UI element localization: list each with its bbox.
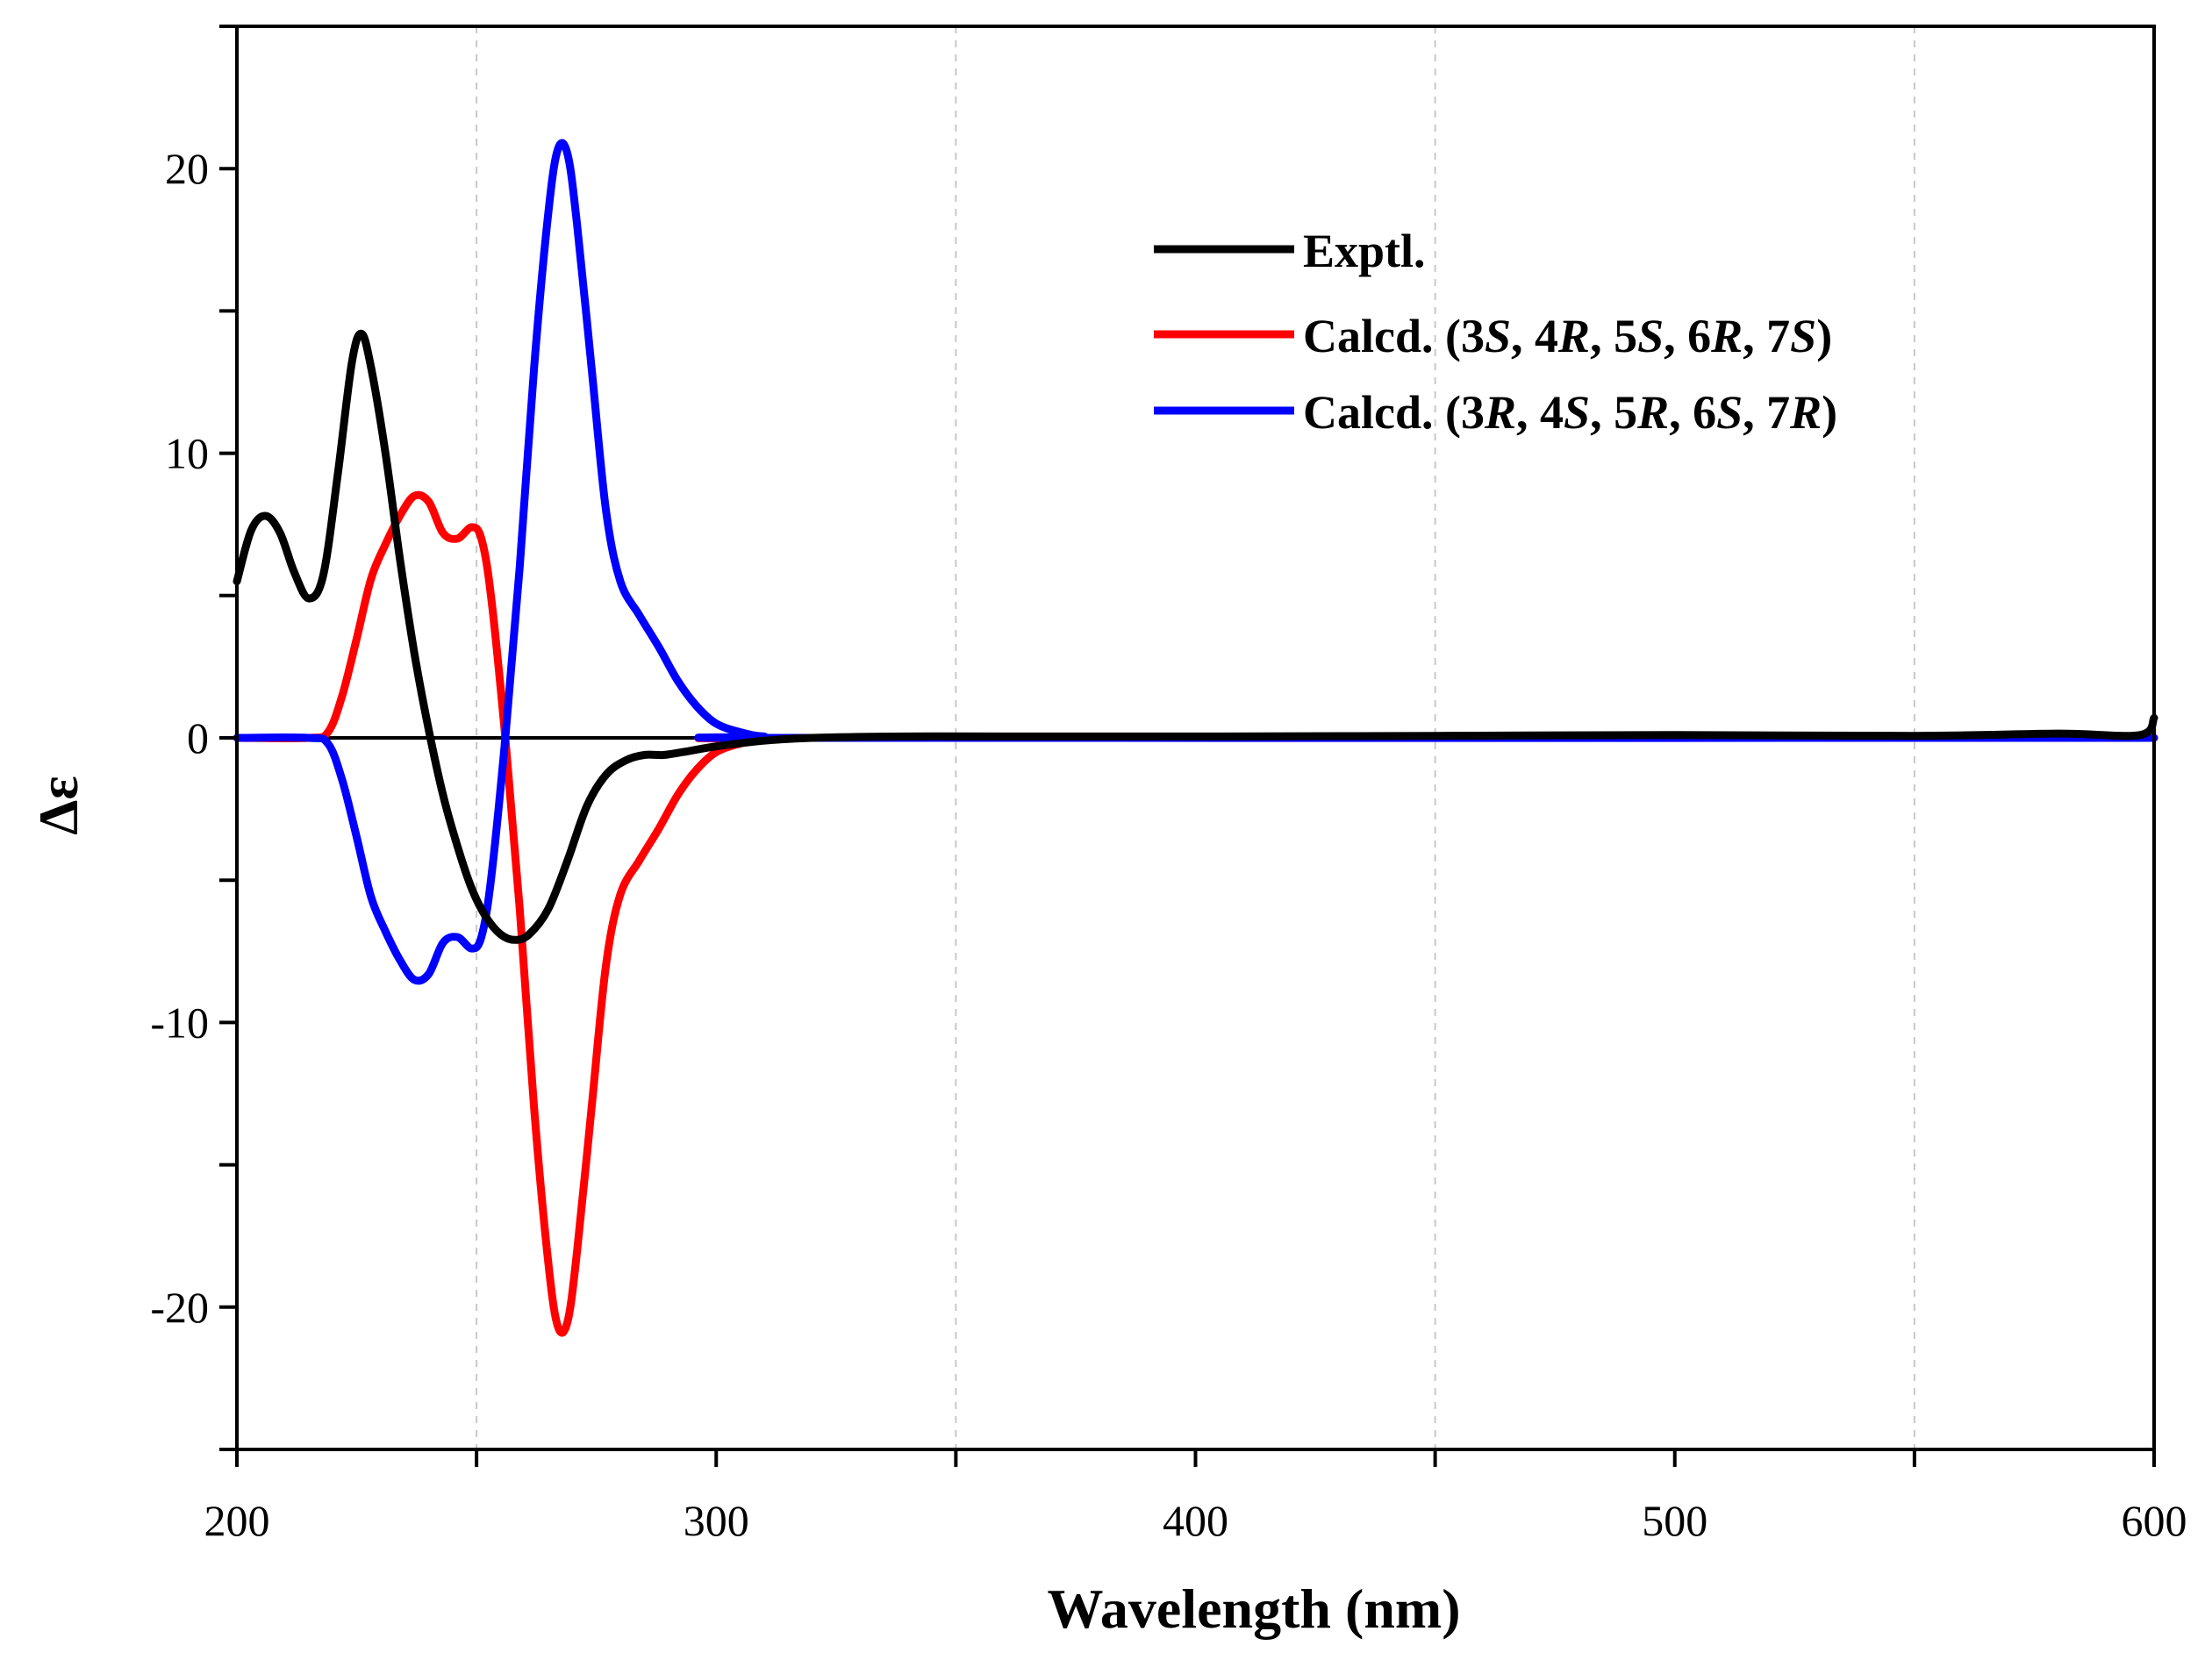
x-axis-title: Wavelength (nm) (1047, 1578, 1460, 1640)
x-tick-label-400: 400 (1163, 1496, 1228, 1545)
x-tick-label-600: 600 (2122, 1496, 2187, 1545)
y-tick-label--20: -20 (150, 1283, 209, 1332)
legend-label-2: Calcd. (3R, 4S, 5R, 6S, 7R) (1303, 386, 1837, 439)
y-axis-title: Δε (27, 776, 89, 834)
legend-label-1: Calcd. (3S, 4R, 5S, 6R, 7S) (1303, 310, 1832, 362)
grid-lines (476, 26, 1915, 1449)
series-group (233, 139, 2158, 1337)
y-tick-label--10: -10 (150, 998, 209, 1047)
series-line-0 (233, 329, 2158, 944)
y-tick-label-20: 20 (165, 144, 209, 193)
axis-ticks (219, 25, 2156, 1467)
y-tick-label-0: 0 (187, 713, 209, 762)
legend-label-0: Exptl. (1303, 225, 1426, 277)
legend: Exptl. Calcd. (3S, 4R, 5S, 6R, 7S) Calcd. … (1154, 225, 1837, 439)
series-line-2 (233, 139, 2158, 985)
x-tick-label-300: 300 (684, 1496, 749, 1545)
y-tick-label-10: 10 (165, 429, 209, 478)
tick-labels: 200 300 400 500 600 -20 -10 0 10 20 (150, 144, 2187, 1545)
x-tick-label-200: 200 (204, 1496, 270, 1545)
x-tick-label-500: 500 (1642, 1496, 1707, 1545)
